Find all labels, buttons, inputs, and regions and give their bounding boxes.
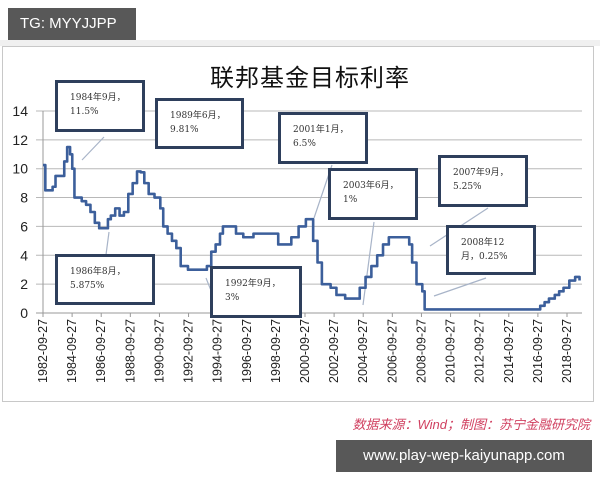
annotation-1984: 1984年9月， 11.5% — [55, 80, 145, 132]
watermark-top: TG: MYYJJPP — [8, 8, 136, 40]
annotation-line2: 9.81% — [170, 125, 199, 135]
x-tick-label: 1986-09-27 — [94, 319, 108, 383]
y-tick-label: 2 — [20, 276, 28, 292]
annotation-arrow — [362, 221, 375, 306]
x-tick-label: 1984-09-27 — [65, 319, 79, 383]
x-tick-label: 2010-09-27 — [444, 319, 458, 383]
x-tick-label: 2008-09-27 — [414, 319, 428, 383]
x-tick-label: 1992-09-27 — [182, 319, 196, 383]
y-tick-label: 14 — [12, 103, 28, 119]
annotation-2008: 2008年12 月，0.25% — [446, 225, 536, 275]
divider — [0, 40, 600, 46]
source-note: 数据来源：Wind；制图：苏宁金融研究院 — [352, 417, 590, 432]
x-tick-label: 1982-09-27 — [36, 319, 50, 383]
annotation-2001: 2001年1月， 6.5% — [278, 112, 368, 164]
annotation-arrow — [433, 277, 487, 297]
annotation-line1: 2003年6月， — [343, 181, 399, 191]
x-tick-label: 1998-09-27 — [269, 319, 283, 383]
annotation-line1: 1984年9月， — [70, 93, 126, 103]
x-tick-label: 2006-09-27 — [385, 319, 399, 383]
y-tick-label: 0 — [20, 305, 28, 321]
annotation-line2: 3% — [225, 293, 240, 303]
rate-line — [43, 145, 581, 311]
annotation-line2: 5.875% — [70, 281, 105, 291]
watermark-bottom: www.play-wep-kaiyunapp.com — [336, 440, 592, 472]
annotation-line1: 2008年12 — [461, 238, 505, 248]
y-tick-label: 10 — [12, 161, 28, 177]
annotation-line1: 2007年9月， — [453, 168, 509, 178]
annotation-line1: 1986年8月， — [70, 267, 126, 277]
annotation-line1: 1992年9月， — [225, 279, 281, 289]
annotation-1986: 1986年8月， 5.875% — [55, 254, 155, 305]
annotation-arrow — [81, 136, 105, 161]
x-tick-label: 2002-09-27 — [327, 319, 341, 383]
annotation-2003: 2003年6月， 1% — [328, 168, 418, 220]
chart-title: 联邦基金目标利率 — [210, 64, 410, 92]
annotation-line1: 1989年6月， — [170, 111, 226, 121]
annotation-line2: 月，0.25% — [461, 252, 508, 262]
x-tick-label: 1988-09-27 — [123, 319, 137, 383]
annotation-line2: 5.25% — [453, 182, 482, 192]
annotation-line1: 2001年1月， — [293, 125, 349, 135]
annotation-2007: 2007年9月， 5.25% — [438, 155, 528, 207]
y-tick-label: 12 — [12, 132, 28, 148]
x-tick-label: 2016-09-27 — [531, 319, 545, 383]
x-tick-label: 2004-09-27 — [356, 319, 370, 383]
y-tick-label: 8 — [20, 190, 28, 206]
x-tick-label: 2012-09-27 — [473, 319, 487, 383]
annotation-1992: 1992年9月， 3% — [210, 266, 302, 318]
x-tick-label: 1990-09-27 — [152, 319, 166, 383]
x-tick-label: 2014-09-27 — [502, 319, 516, 383]
annotation-1989: 1989年6月， 9.81% — [155, 98, 244, 149]
annotation-line2: 11.5% — [70, 107, 99, 117]
annotation-line2: 1% — [343, 195, 358, 205]
x-tick-label: 1994-09-27 — [211, 319, 225, 383]
y-tick-label: 4 — [20, 247, 28, 263]
x-tick-label: 2000-09-27 — [298, 319, 312, 383]
annotation-line2: 6.5% — [293, 139, 316, 149]
y-tick-label: 6 — [20, 218, 28, 234]
x-tick-label: 1996-09-27 — [240, 319, 254, 383]
x-tick-label: 2018-09-27 — [560, 319, 574, 383]
